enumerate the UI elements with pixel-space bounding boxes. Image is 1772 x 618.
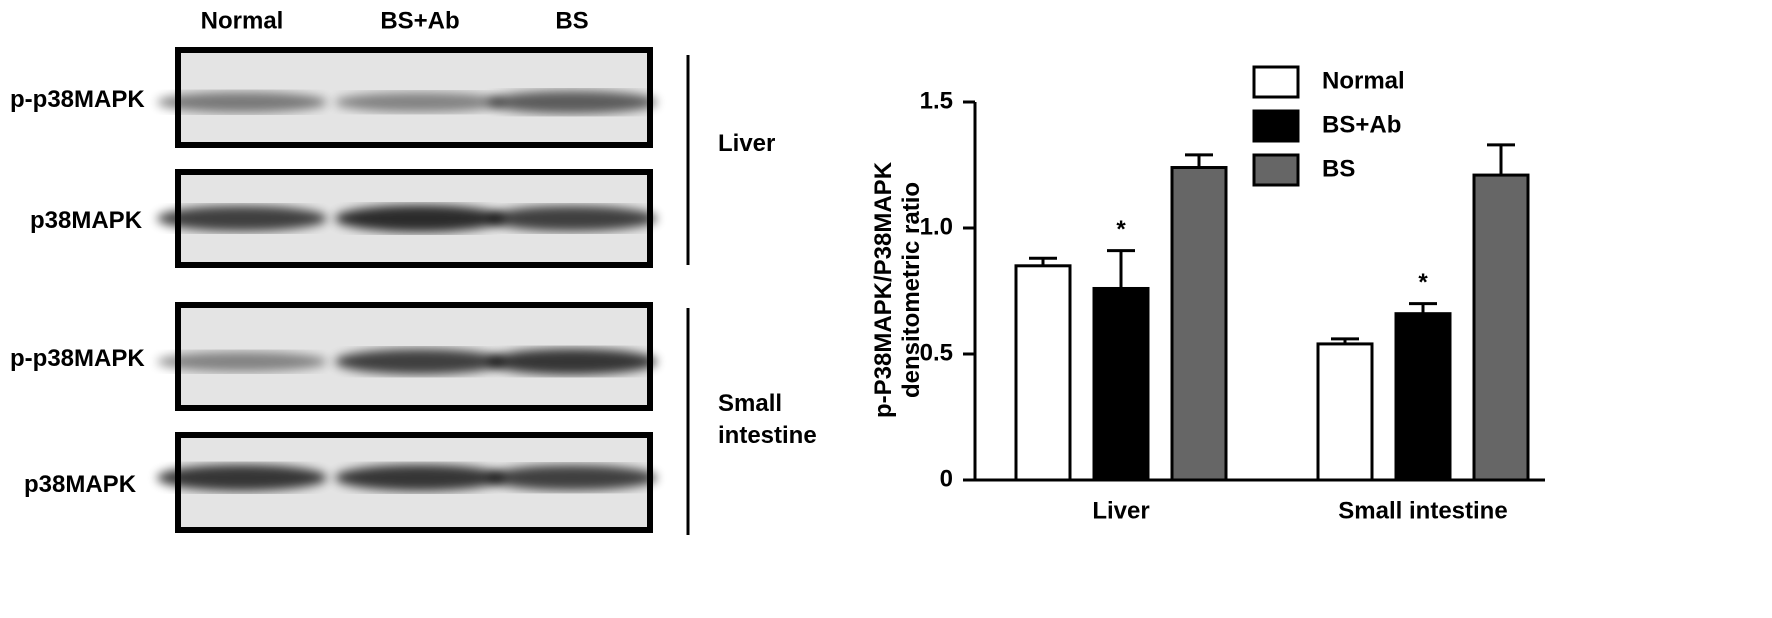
legend-label: BS+Ab <box>1322 111 1401 138</box>
panel-label: p38MAPK <box>30 207 143 234</box>
blot-band <box>487 348 657 375</box>
blot-band <box>335 348 505 375</box>
blot-frame <box>175 169 653 268</box>
blot-band <box>335 204 505 233</box>
blot-frame <box>175 47 653 148</box>
legend-label: Normal <box>1322 67 1405 94</box>
blot-band <box>157 351 327 372</box>
panel-label: p-p38MAPK <box>10 86 145 113</box>
y-axis-label: p-P38MAPK/P38MAPKdensitometric ratio <box>870 161 925 418</box>
bar <box>1394 312 1452 482</box>
bar <box>1472 173 1530 482</box>
blot-frame <box>175 432 653 533</box>
y-axis-label-line: densitometric ratio <box>898 182 925 398</box>
blot-band <box>157 91 327 113</box>
significance-marker: * <box>1116 216 1126 243</box>
blot-band <box>157 205 327 232</box>
tissue-label: Small intestine <box>718 390 817 449</box>
bar <box>1170 166 1228 482</box>
tissue-label-box: Small intestine <box>718 390 817 449</box>
bar <box>1316 342 1374 482</box>
bar <box>1092 286 1150 482</box>
lane-label: BS+Ab <box>380 7 459 34</box>
bar <box>1014 264 1072 482</box>
blot-band <box>487 464 657 491</box>
y-tick-label: 0.5 <box>920 339 953 366</box>
blot-band <box>335 464 505 491</box>
lane-label: BS <box>555 7 588 34</box>
y-tick-label: 0 <box>940 465 953 492</box>
y-tick-label: 1.5 <box>920 87 953 114</box>
blot-band <box>335 92 505 113</box>
y-tick-label: 1.0 <box>920 213 953 240</box>
x-tick-label: Small intestine <box>1338 497 1507 524</box>
legend-label: BS <box>1322 155 1355 182</box>
tissue-label: Liver <box>718 130 776 157</box>
panel-label: p-p38MAPK <box>10 345 145 372</box>
legend-swatch <box>1252 109 1300 143</box>
legend-swatch <box>1252 153 1300 187</box>
blot-band <box>487 90 657 114</box>
tissue-label-box: Liver <box>718 130 776 157</box>
panel-label: p38MAPK <box>24 471 137 498</box>
blot-band <box>487 205 657 232</box>
lane-label: Normal <box>201 7 284 34</box>
legend-swatch <box>1252 65 1300 99</box>
x-tick-label: Liver <box>1092 497 1149 524</box>
blot-band <box>157 464 327 491</box>
significance-marker: * <box>1418 269 1428 296</box>
y-axis-label-line: p-P38MAPK/P38MAPK <box>870 161 897 418</box>
blot-frame <box>175 302 653 411</box>
